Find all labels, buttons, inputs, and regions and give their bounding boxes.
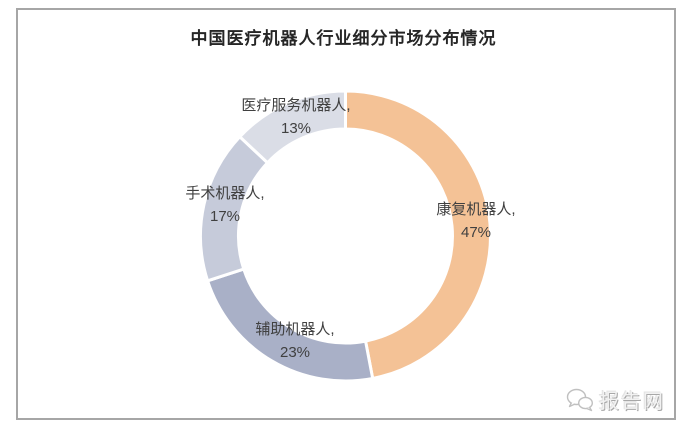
data-label-name: 康复机器人, — [436, 201, 516, 218]
donut-segment-康复机器人 — [344, 89, 492, 381]
watermark-text: 报告网 — [599, 391, 665, 413]
data-label-value: 17% — [209, 208, 241, 225]
chart-title: 中国医疗机器人行业细分市场分布情况 — [190, 29, 497, 48]
data-label-medical-service-robot: 医疗服务机器人, 13% — [241, 94, 350, 140]
watermark: 报告网 — [566, 385, 665, 414]
data-label-auxiliary-robot: 辅助机器人, 23% — [255, 318, 334, 364]
data-label-name: 手术机器人, — [185, 185, 265, 202]
data-label-name: 医疗服务机器人, — [241, 97, 351, 114]
data-label-surgical-robot: 手术机器人, 17% — [185, 182, 264, 228]
donut-segment-医疗服务机器人 — [237, 89, 347, 165]
data-label-value: 23% — [279, 344, 311, 361]
data-label-value: 13% — [280, 120, 312, 137]
data-label-rehab-robot: 康复机器人, 47% — [436, 198, 515, 244]
data-label-name: 辅助机器人, — [255, 321, 335, 338]
data-label-value: 47% — [460, 224, 492, 241]
chat-bubbles-icon — [566, 388, 594, 411]
